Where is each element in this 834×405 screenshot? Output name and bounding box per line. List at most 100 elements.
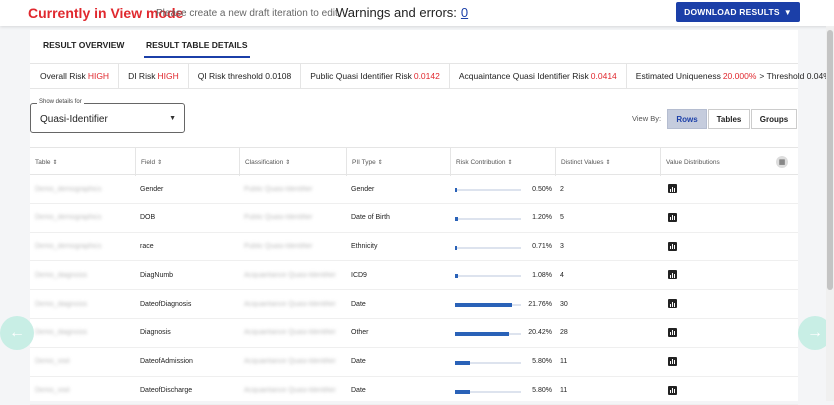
cell-pii-type: Gender bbox=[351, 185, 375, 193]
cell-table: Demo_demographics bbox=[35, 185, 102, 193]
cell-distinct-values: 30 bbox=[560, 300, 568, 308]
cell-classification: Public Quasi-Identifier bbox=[244, 185, 313, 193]
top-bar: Currently in View mode Please create a n… bbox=[0, 0, 834, 26]
sort-icon: ⇕ bbox=[157, 159, 163, 166]
risk-bar bbox=[455, 389, 521, 394]
cell-pii-type: Date bbox=[351, 358, 366, 366]
view-by-tables-button[interactable]: Tables bbox=[708, 109, 750, 129]
show-details-value: Quasi-Identifier bbox=[40, 114, 108, 125]
cell-table: Demo_diagnosis bbox=[35, 300, 88, 308]
download-results-button[interactable]: DOWNLOAD RESULTS ▼ bbox=[676, 2, 800, 22]
cell-distinct-values: 11 bbox=[560, 358, 568, 366]
cell-field: DateofDiagnosis bbox=[140, 300, 192, 308]
col-header-risk-contribution[interactable]: Risk Contribution ⇕ bbox=[450, 148, 555, 176]
table-row: Demo_demographics Gender Public Quasi-Iden… bbox=[30, 175, 798, 204]
bar-chart-icon[interactable] bbox=[668, 212, 677, 222]
table-row: Demo_visit DateofAdmission Acquaintance Qu… bbox=[30, 348, 798, 377]
cell-distinct-values: 11 bbox=[560, 387, 568, 395]
view-by-rows-button[interactable]: Rows bbox=[667, 109, 707, 129]
col-header-classification[interactable]: Classification ⇕ bbox=[239, 148, 346, 176]
cell-table: Demo_diagnosis bbox=[35, 271, 88, 279]
result-tabs: RESULT OVERVIEW RESULT TABLE DETAILS bbox=[30, 30, 798, 58]
cell-field: DOB bbox=[140, 214, 156, 222]
cell-classification: Public Quasi-Identifier bbox=[244, 243, 313, 251]
cell-distinct-values: 2 bbox=[560, 185, 564, 193]
view-by-label: View By: bbox=[632, 114, 662, 123]
risk-bar bbox=[455, 360, 521, 365]
bar-chart-icon[interactable] bbox=[668, 299, 677, 309]
cell-classification: Public Quasi-Identifier bbox=[244, 214, 313, 222]
col-header-field[interactable]: Field ⇕ bbox=[135, 148, 239, 176]
bar-chart-icon[interactable] bbox=[668, 270, 677, 280]
cell-table: Demo_demographics bbox=[35, 243, 102, 251]
view-by-groups-button[interactable]: Groups bbox=[751, 109, 797, 129]
tab-result-table-details[interactable]: RESULT TABLE DETAILS bbox=[144, 40, 250, 58]
sort-icon: ⇕ bbox=[507, 159, 513, 166]
table-row: Demo_demographics race Public Quasi-Identi… bbox=[30, 233, 798, 262]
cell-pii-type: ICD9 bbox=[351, 271, 367, 279]
cell-field: DiagNumb bbox=[140, 271, 174, 279]
sort-icon: ⇕ bbox=[605, 159, 611, 166]
metric-acquaintance-qi-risk: Acquaintance Quasi Identifier Risk 0.0414 bbox=[450, 63, 627, 89]
bar-chart-icon[interactable] bbox=[668, 327, 677, 337]
risk-bar bbox=[455, 274, 521, 279]
risk-bar-fill bbox=[455, 331, 509, 336]
table-row: Demo_diagnosis DiagNumb Acquaintance Quasi… bbox=[30, 261, 798, 291]
cell-distinct-values: 5 bbox=[560, 214, 564, 222]
risk-bar-fill bbox=[455, 245, 457, 250]
cell-risk-contribution: 1.08% bbox=[532, 271, 552, 279]
bar-chart-icon[interactable] bbox=[668, 385, 677, 395]
tab-result-overview[interactable]: RESULT OVERVIEW bbox=[43, 40, 125, 50]
warnings-count-link[interactable]: 0 bbox=[460, 5, 469, 20]
caret-down-icon: ▼ bbox=[169, 115, 176, 122]
download-label: DOWNLOAD RESULTS bbox=[684, 7, 780, 17]
bar-chart-icon[interactable] bbox=[668, 356, 677, 366]
risk-bar-fill bbox=[455, 188, 457, 192]
view-mode-label: Currently in View mode bbox=[28, 5, 184, 21]
arrow-left-icon: ← bbox=[9, 324, 25, 341]
cell-pii-type: Other bbox=[351, 329, 369, 337]
bar-chart-icon[interactable] bbox=[668, 241, 677, 251]
cell-pii-type: Date bbox=[351, 300, 366, 308]
chevron-down-icon: ▼ bbox=[783, 7, 792, 17]
results-panel: RESULT OVERVIEW RESULT TABLE DETAILS Ove… bbox=[30, 30, 831, 405]
cell-classification: Acquaintance Quasi-Identifier bbox=[244, 387, 336, 395]
cell-pii-type: Date bbox=[351, 387, 366, 395]
metric-qi-threshold: QI Risk threshold 0.0108 bbox=[189, 63, 302, 89]
risk-metrics-bar: Overall Risk HIGH DI Risk HIGH QI Risk thr… bbox=[30, 63, 831, 89]
cell-risk-contribution: 0.50% bbox=[532, 185, 552, 193]
risk-bar bbox=[455, 303, 521, 308]
warnings-text: Warnings and errors: bbox=[336, 5, 457, 20]
show-details-select[interactable]: Show details for Quasi-Identifier ▼ bbox=[30, 99, 185, 133]
metric-estimated-uniqueness: Estimated Uniqueness 20.000% > Threshold 0… bbox=[635, 71, 831, 81]
cell-field: Diagnosis bbox=[140, 329, 171, 337]
arrow-right-icon: → bbox=[807, 324, 823, 341]
table-row: Demo_demographics DOB Public Quasi-Identif… bbox=[30, 204, 798, 233]
bar-chart-icon[interactable] bbox=[668, 184, 677, 193]
cell-table: Demo_diagnosis bbox=[35, 329, 88, 337]
cell-distinct-values: 28 bbox=[560, 329, 568, 337]
risk-bar bbox=[455, 331, 521, 336]
cell-table: Demo_visit bbox=[35, 387, 70, 395]
cell-table: Demo_visit bbox=[35, 358, 70, 366]
page-scrollbar-thumb[interactable] bbox=[827, 30, 833, 290]
previous-arrow-button[interactable]: ← bbox=[0, 316, 34, 350]
fields-table: Table ⇕ Field ⇕ Classification ⇕ PII Type ⇕ … bbox=[30, 147, 798, 405]
cell-pii-type: Date of Birth bbox=[351, 214, 390, 222]
column-settings-icon[interactable]: ▦ bbox=[776, 156, 788, 168]
cell-risk-contribution: 0.71% bbox=[532, 243, 552, 251]
col-header-table[interactable]: Table ⇕ bbox=[35, 158, 58, 166]
cell-risk-contribution: 5.80% bbox=[532, 358, 552, 366]
show-details-label: Show details for bbox=[37, 99, 84, 105]
table-body: Demo_demographics Gender Public Quasi-Iden… bbox=[30, 175, 798, 405]
cell-field: Gender bbox=[140, 185, 164, 193]
cell-classification: Acquaintance Quasi-Identifier bbox=[244, 271, 336, 279]
col-header-distinct-values[interactable]: Distinct Values ⇕ bbox=[555, 148, 660, 176]
metric-public-qi-risk: Public Quasi Identifier Risk 0.0142 bbox=[301, 63, 450, 89]
warnings-label: Warnings and errors: 0 bbox=[336, 5, 468, 20]
col-header-pii-type[interactable]: PII Type ⇕ bbox=[346, 148, 450, 176]
cell-classification: Acquaintance Quasi-Identifier bbox=[244, 329, 336, 337]
risk-bar-fill bbox=[455, 274, 458, 279]
cell-risk-contribution: 21.76% bbox=[528, 300, 552, 308]
table-row: Demo_diagnosis Diagnosis Acquaintance Quas… bbox=[30, 319, 798, 348]
